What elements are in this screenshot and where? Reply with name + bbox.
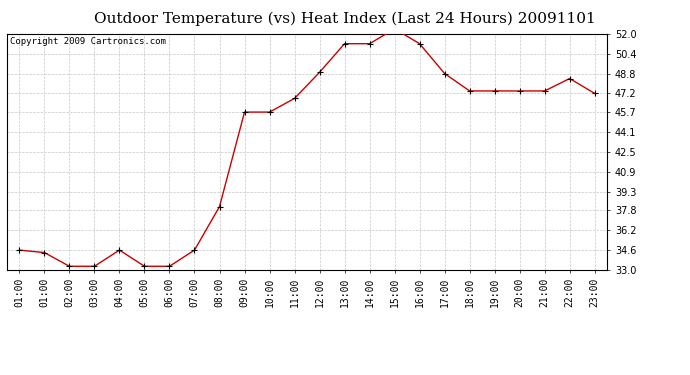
Text: Copyright 2009 Cartronics.com: Copyright 2009 Cartronics.com: [10, 37, 166, 46]
Text: Outdoor Temperature (vs) Heat Index (Last 24 Hours) 20091101: Outdoor Temperature (vs) Heat Index (Las…: [94, 11, 596, 26]
